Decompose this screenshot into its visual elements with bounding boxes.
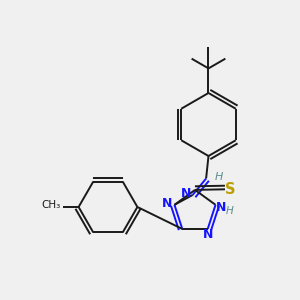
Text: H: H — [226, 206, 233, 216]
Text: CH₃: CH₃ — [41, 200, 61, 211]
Text: N: N — [203, 229, 214, 242]
Text: N: N — [181, 187, 191, 200]
Text: N: N — [216, 201, 226, 214]
Text: N: N — [162, 197, 172, 210]
Text: H: H — [214, 172, 223, 182]
Text: S: S — [225, 182, 236, 197]
